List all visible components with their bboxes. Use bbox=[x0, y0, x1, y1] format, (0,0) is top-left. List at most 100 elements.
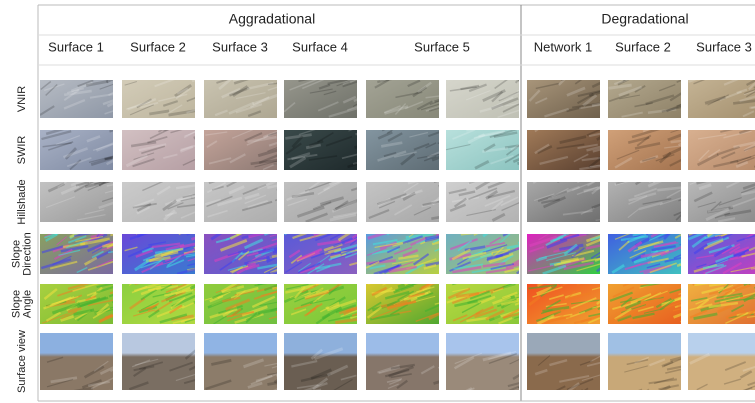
streak bbox=[44, 234, 53, 238]
streak bbox=[347, 162, 357, 169]
texture bbox=[125, 130, 195, 168]
streak bbox=[514, 316, 519, 320]
streak bbox=[257, 263, 277, 270]
streak bbox=[136, 234, 146, 238]
streak bbox=[501, 202, 519, 212]
streak bbox=[129, 104, 155, 116]
image-cell bbox=[608, 130, 681, 170]
streak bbox=[506, 144, 519, 156]
streak bbox=[244, 194, 267, 205]
image-cell bbox=[688, 130, 755, 170]
streak bbox=[133, 284, 162, 293]
streak bbox=[541, 198, 561, 204]
image-cell bbox=[688, 80, 755, 118]
streak bbox=[172, 317, 195, 324]
streak bbox=[390, 373, 412, 379]
texture bbox=[205, 182, 277, 218]
streak bbox=[416, 100, 433, 111]
streak bbox=[591, 203, 600, 209]
streak bbox=[706, 206, 734, 214]
streak bbox=[154, 80, 175, 88]
streak bbox=[499, 92, 519, 101]
streak bbox=[184, 349, 195, 360]
streak bbox=[722, 261, 743, 274]
streak bbox=[408, 234, 414, 238]
streak bbox=[624, 365, 648, 373]
streak bbox=[401, 190, 423, 198]
column-label: Surface 3 bbox=[696, 39, 752, 54]
streak bbox=[296, 384, 319, 389]
streak bbox=[67, 306, 82, 314]
streak bbox=[467, 308, 484, 320]
streak bbox=[40, 105, 55, 116]
streak bbox=[184, 131, 195, 137]
streak bbox=[576, 186, 599, 196]
streak bbox=[428, 312, 439, 321]
streak bbox=[628, 195, 648, 205]
texture bbox=[285, 130, 357, 169]
streak bbox=[267, 147, 277, 152]
streak bbox=[149, 130, 170, 140]
streak bbox=[626, 358, 649, 366]
streak bbox=[162, 199, 177, 212]
streak bbox=[99, 366, 113, 375]
streak bbox=[221, 285, 245, 294]
streak bbox=[746, 315, 755, 318]
streak bbox=[273, 379, 277, 384]
streak bbox=[205, 131, 228, 136]
streak bbox=[389, 379, 402, 385]
streak bbox=[180, 211, 195, 219]
streak bbox=[574, 80, 583, 85]
streak bbox=[289, 80, 318, 91]
streak bbox=[262, 162, 277, 170]
streak bbox=[87, 260, 113, 271]
streak bbox=[315, 313, 331, 324]
streak bbox=[413, 206, 432, 216]
streak bbox=[98, 182, 111, 186]
streak bbox=[64, 147, 78, 160]
streak bbox=[246, 134, 271, 146]
streak bbox=[579, 104, 600, 110]
streak bbox=[666, 365, 681, 371]
streak bbox=[466, 130, 475, 132]
streak bbox=[43, 288, 58, 300]
streak bbox=[427, 151, 439, 159]
streak bbox=[269, 268, 277, 274]
streak bbox=[273, 162, 277, 166]
image-cell bbox=[284, 182, 357, 222]
streak bbox=[454, 299, 478, 308]
streak bbox=[310, 250, 329, 259]
streak bbox=[493, 131, 518, 139]
streak bbox=[193, 395, 222, 403]
texture bbox=[366, 234, 439, 274]
streak bbox=[55, 135, 81, 146]
streak bbox=[380, 80, 388, 83]
streak bbox=[409, 131, 429, 138]
image-cell bbox=[284, 80, 357, 118]
streak bbox=[707, 94, 730, 106]
streak bbox=[688, 234, 694, 236]
streak bbox=[667, 133, 681, 142]
image bbox=[204, 80, 277, 118]
streak bbox=[44, 234, 58, 239]
streak bbox=[534, 97, 548, 105]
streak bbox=[206, 140, 218, 149]
texture bbox=[284, 234, 357, 274]
streak bbox=[640, 291, 658, 303]
streak bbox=[308, 182, 321, 190]
streak bbox=[86, 135, 101, 143]
image bbox=[40, 80, 113, 118]
image bbox=[366, 333, 439, 390]
streak bbox=[208, 157, 232, 165]
streak bbox=[133, 365, 155, 372]
streak bbox=[745, 393, 755, 400]
streak bbox=[479, 104, 504, 113]
streak bbox=[428, 106, 439, 112]
streak bbox=[136, 202, 152, 212]
streak bbox=[732, 284, 745, 290]
streak bbox=[703, 394, 719, 401]
streak bbox=[187, 257, 195, 262]
streak bbox=[235, 103, 263, 114]
streak bbox=[125, 154, 148, 168]
streak bbox=[504, 153, 519, 164]
